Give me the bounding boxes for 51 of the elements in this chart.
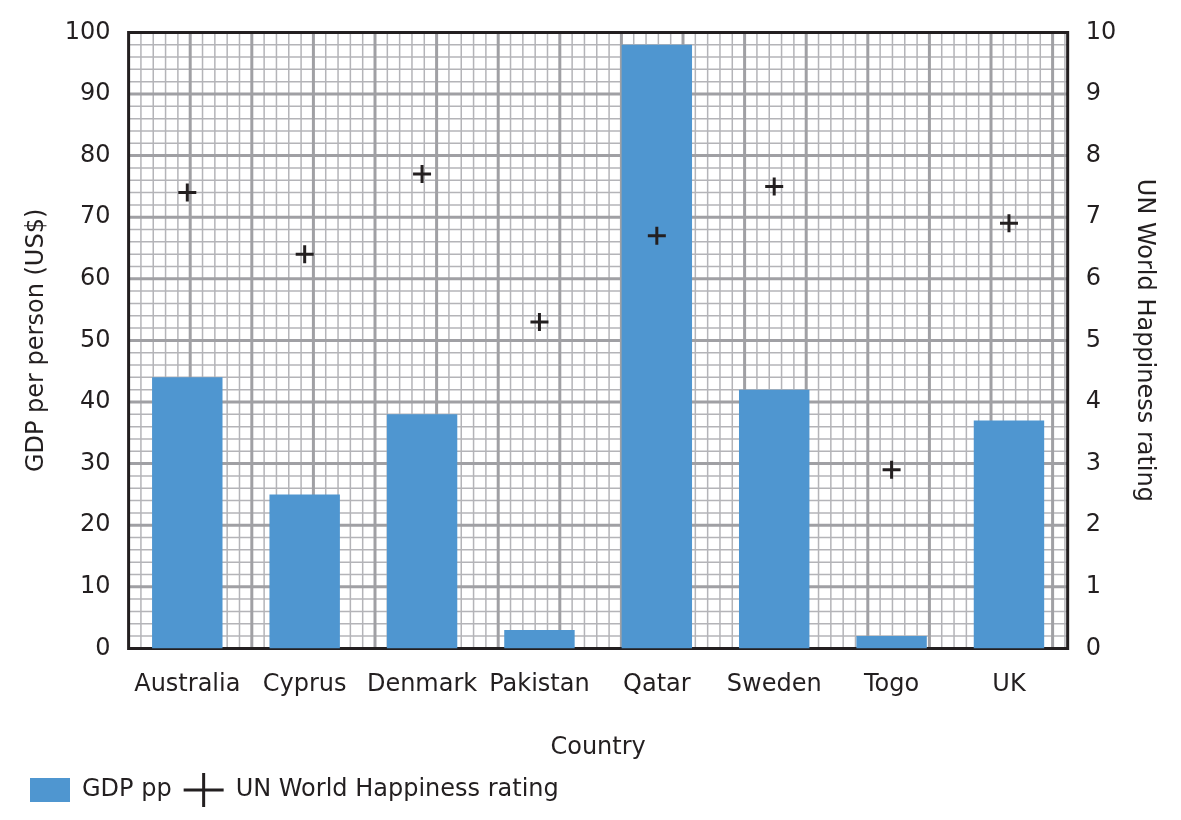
- y-tick-label: 90: [80, 78, 111, 107]
- bar: [504, 629, 575, 649]
- point: [176, 182, 198, 204]
- x-axis-title: Country: [550, 731, 646, 760]
- y-axis-title: GDP per person (US$): [20, 208, 49, 473]
- y-tick-label: 60: [80, 263, 111, 292]
- y-tick-label: 30: [80, 447, 111, 476]
- point: [528, 311, 550, 333]
- x-tick-label: Qatar: [623, 669, 691, 698]
- legend-label: GDP pp: [82, 774, 172, 803]
- y2-tick-label: 8: [1085, 139, 1101, 168]
- x-tick-label: Denmark: [366, 669, 478, 698]
- point: [646, 225, 668, 247]
- point: [881, 459, 903, 481]
- y-tick-label: 20: [80, 509, 111, 538]
- bar: [856, 636, 927, 649]
- y-tick-label: 80: [80, 139, 111, 168]
- y-tick-label: 100: [64, 16, 111, 45]
- y-tick-label: 40: [80, 386, 111, 415]
- bar: [269, 494, 340, 649]
- x-tick-label: Sweden: [726, 669, 822, 698]
- bar: [386, 414, 458, 649]
- point: [294, 243, 316, 265]
- y2-axis-title: UN World Happiness rating: [1132, 178, 1161, 502]
- y2-tick-label: 4: [1085, 386, 1101, 415]
- x-tick-label: Cyprus: [262, 669, 347, 698]
- y2-tick-label: 0: [1085, 632, 1101, 661]
- y-tick-label: 70: [80, 201, 111, 230]
- y2-tick-label: 5: [1085, 324, 1101, 353]
- legend-label: UN World Happiness rating: [235, 774, 559, 803]
- point: [411, 163, 433, 185]
- y2-tick-label: 9: [1085, 78, 1101, 107]
- x-tick-label: Togo: [862, 669, 920, 698]
- bar: [973, 420, 1045, 649]
- y2-tick-label: 10: [1085, 16, 1117, 45]
- y-tick-label: 10: [80, 571, 111, 600]
- y2-tick-label: 3: [1085, 447, 1101, 476]
- y-tick-label: 50: [80, 324, 111, 353]
- bar: [152, 377, 223, 649]
- point: [763, 175, 785, 197]
- y-tick-label: 0: [95, 632, 111, 661]
- x-tick-label: Pakistan: [489, 669, 590, 698]
- y2-tick-label: 2: [1085, 509, 1101, 538]
- point: [998, 212, 1020, 234]
- x-tick-label: UK: [992, 669, 1027, 698]
- bar: [738, 389, 810, 649]
- y2-tick-label: 1: [1085, 571, 1101, 600]
- y2-tick-label: 7: [1085, 201, 1101, 230]
- bar: [621, 44, 693, 649]
- x-tick-label: Australia: [134, 669, 241, 698]
- y2-tick-label: 6: [1085, 263, 1101, 292]
